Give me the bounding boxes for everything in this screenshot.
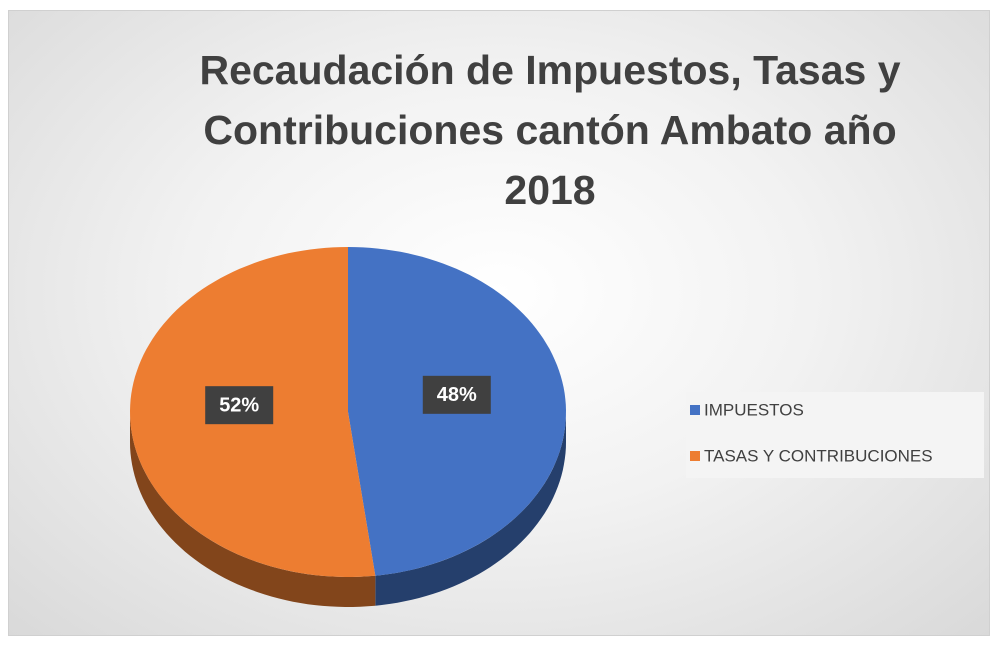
legend-label: TASAS Y CONTRIBUCIONES (704, 446, 933, 465)
legend-box (686, 392, 984, 478)
data-label-box (205, 386, 274, 425)
data-label: 52% (219, 394, 259, 416)
slice-side (375, 412, 566, 606)
chart-title: Recaudación de Impuestos, Tasas y Contri… (199, 47, 901, 213)
slice-side (130, 412, 376, 607)
data-label-box (422, 375, 491, 414)
legend-swatch (690, 451, 700, 461)
data-label: 48% (437, 384, 477, 406)
legend-swatch (690, 405, 700, 415)
legend-label: IMPUESTOS (704, 400, 804, 419)
